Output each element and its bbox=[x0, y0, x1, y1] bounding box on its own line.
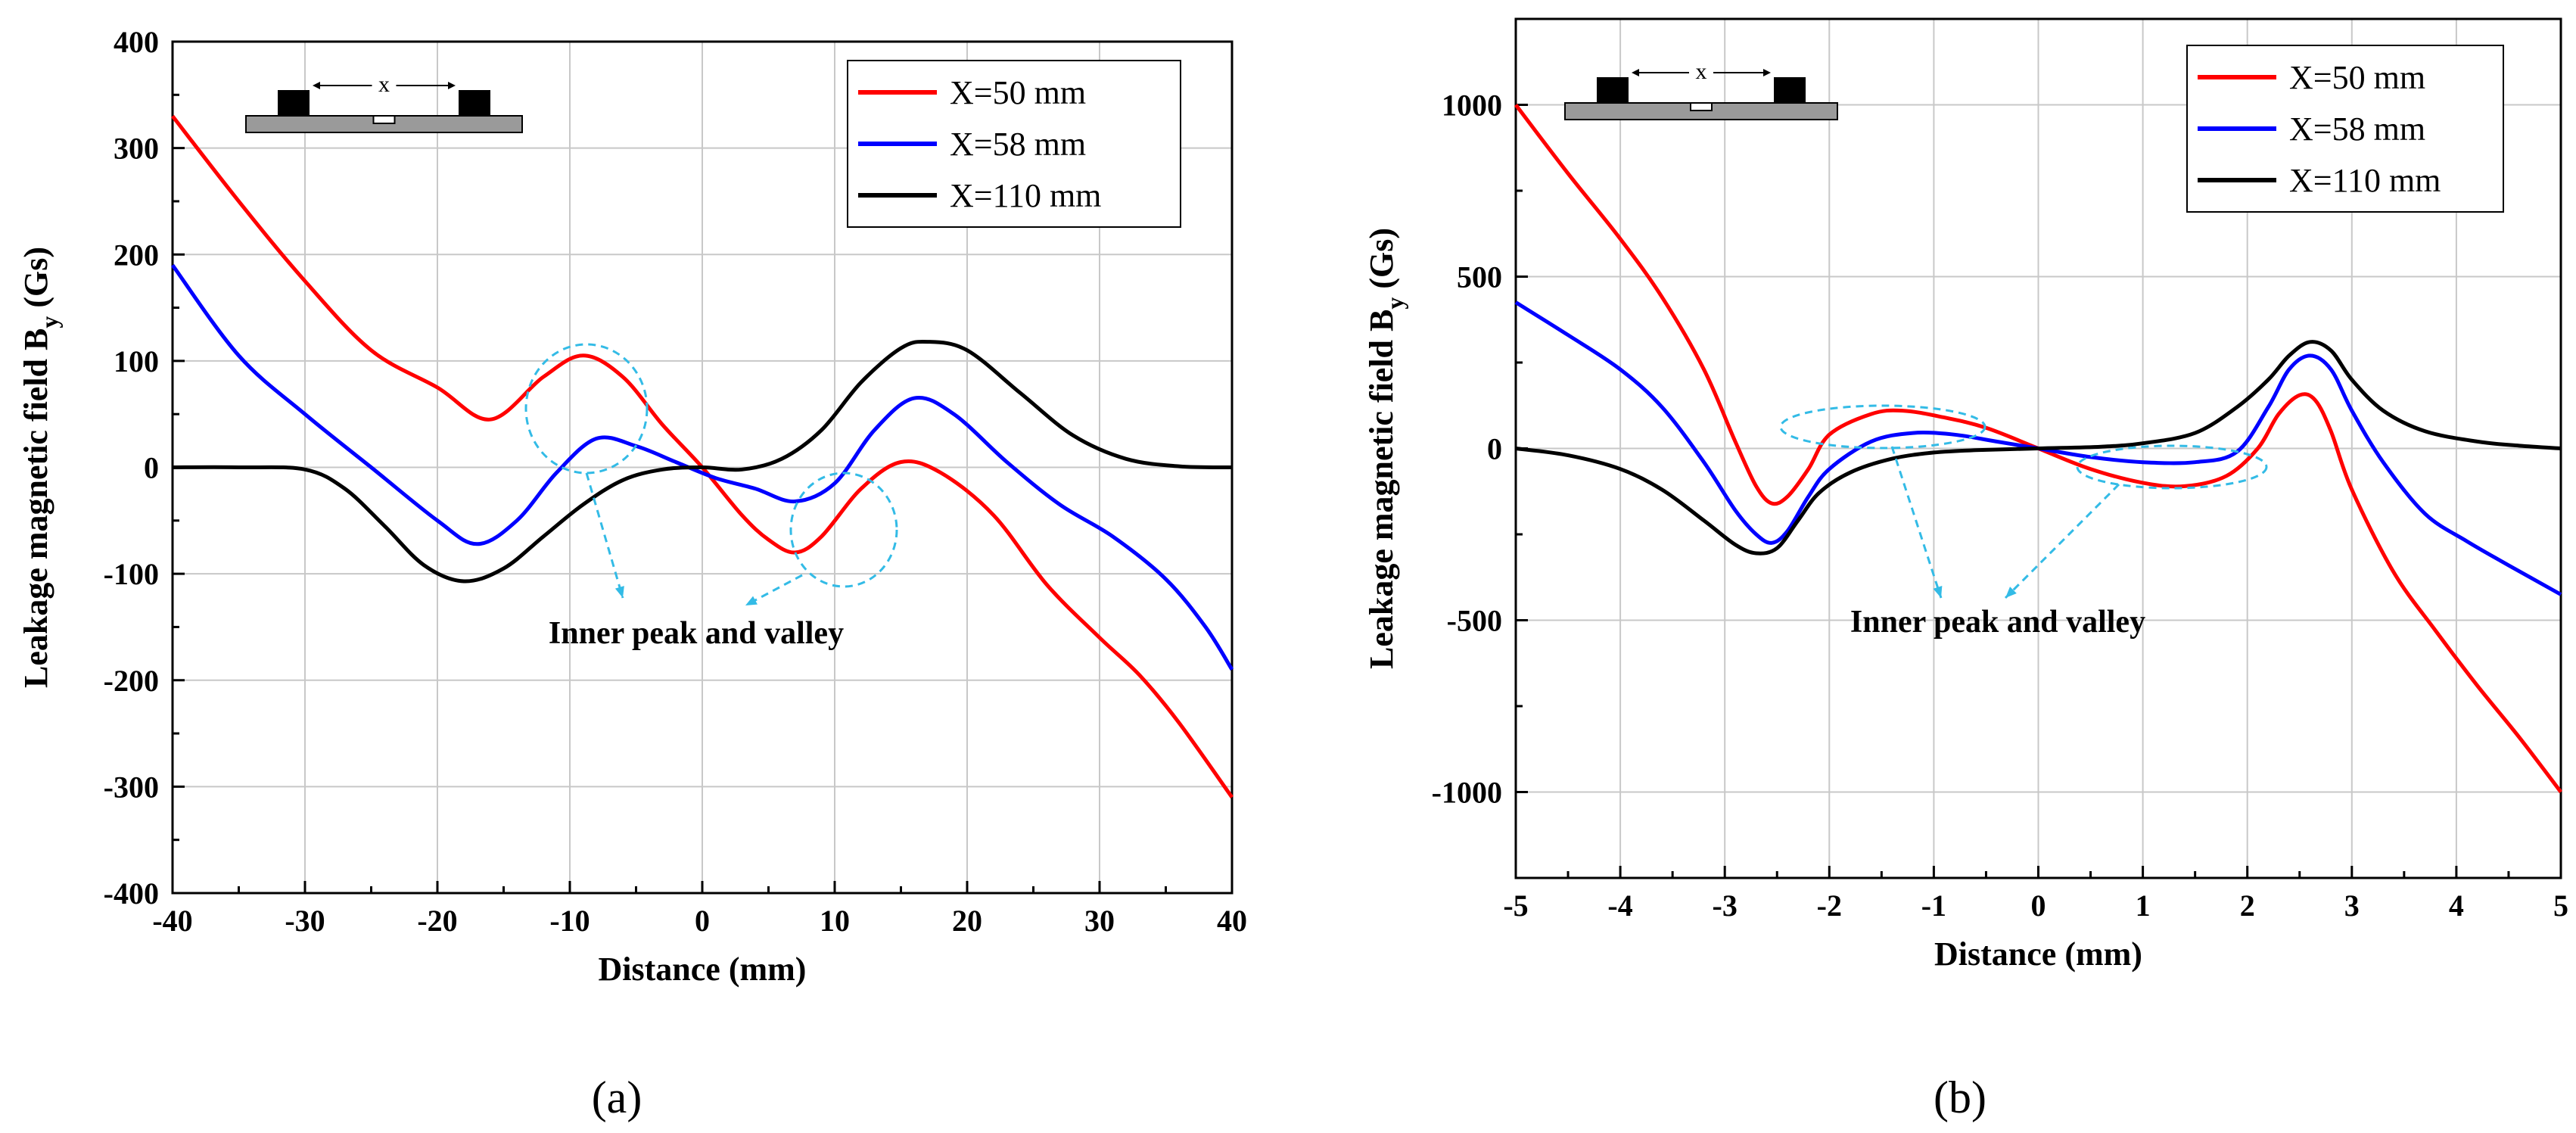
annotation-text: Inner peak and valley bbox=[1850, 605, 2145, 640]
y-tick-label: 400 bbox=[114, 25, 159, 59]
y-tick-label: -400 bbox=[104, 876, 159, 910]
highlight-ellipse-2 bbox=[2076, 444, 2268, 490]
defect-notch bbox=[372, 115, 396, 124]
legend-label-2: X=58 mm bbox=[950, 126, 1086, 163]
x-tick-label: 40 bbox=[1217, 904, 1247, 938]
magnet-right bbox=[1774, 77, 1806, 103]
y-tick-label: 500 bbox=[1457, 260, 1502, 294]
legend-label-1: X=50 mm bbox=[2289, 59, 2425, 96]
inset-schematic: x bbox=[245, 72, 523, 133]
legend: X=50 mm X=58 mm X=110 mm bbox=[847, 60, 1181, 228]
y-axis-title-sub: y bbox=[1381, 297, 1408, 310]
y-tick-label: -100 bbox=[104, 557, 159, 591]
inset-label: x bbox=[1696, 59, 1707, 84]
series-line-2 bbox=[170, 263, 1234, 671]
dim-arrow-right bbox=[1763, 69, 1771, 76]
x-tick-label: 30 bbox=[1084, 904, 1115, 938]
legend-label-2: X=58 mm bbox=[2289, 110, 2425, 148]
inset-schematic: x bbox=[1564, 59, 1838, 120]
legend-label-1: X=50 mm bbox=[950, 74, 1086, 111]
dim-arrow-right bbox=[448, 82, 456, 89]
annotation-arrowhead-1 bbox=[614, 586, 624, 598]
y-axis-title-main: Leakage magnetic field B bbox=[1363, 310, 1400, 669]
x-tick-label: 4 bbox=[2449, 889, 2464, 923]
highlight-ellipse-2 bbox=[789, 472, 898, 588]
y-tick-label: 1000 bbox=[1442, 89, 1502, 123]
annotation-arrow-2 bbox=[2004, 483, 2120, 599]
x-tick-label: 1 bbox=[2136, 889, 2151, 923]
annotation-arrow-1 bbox=[1890, 446, 1943, 599]
y-axis-title: Leakage magnetic field By (Gs) bbox=[1363, 228, 1408, 669]
x-tick-label: -40 bbox=[152, 904, 192, 938]
y-axis-title-main: Leakage magnetic field B bbox=[17, 328, 54, 688]
x-tick-label: -4 bbox=[1607, 889, 1632, 923]
highlight-ellipse-1 bbox=[1779, 404, 1986, 450]
annotation-arrowhead-1 bbox=[1933, 586, 1943, 598]
y-tick-label: 0 bbox=[1487, 432, 1502, 466]
x-tick-label: 0 bbox=[2031, 889, 2046, 923]
x-tick-label: 3 bbox=[2344, 889, 2360, 923]
x-tick-label: -20 bbox=[417, 904, 457, 938]
x-tick-label: -1 bbox=[1921, 889, 1946, 923]
series-line-3 bbox=[172, 339, 1233, 584]
y-axis-title-unit: (Gs) bbox=[1363, 228, 1400, 297]
x-tick-label: -10 bbox=[549, 904, 590, 938]
y-tick-label: -1000 bbox=[1432, 776, 1502, 810]
panel-b: -5 -4 -3 -2 -1 0 1 2 3 4 5 -1000 -500 0 500 1000 Distanc… bbox=[1363, 17, 2568, 1122]
annotation-arrowhead-2 bbox=[2005, 587, 2017, 598]
x-tick-label: -2 bbox=[1817, 889, 1842, 923]
legend-label-3: X=110 mm bbox=[950, 177, 1101, 214]
panel-label: (b) bbox=[1934, 1072, 1986, 1122]
x-tick-label: 5 bbox=[2553, 889, 2568, 923]
x-tick-label: 10 bbox=[820, 904, 850, 938]
y-axis-title: Leakage magnetic field By (Gs) bbox=[17, 247, 63, 688]
x-axis-title: Distance (mm) bbox=[1934, 935, 2142, 973]
legend: X=50 mm X=58 mm X=110 mm bbox=[2186, 45, 2504, 213]
y-tick-label: -200 bbox=[104, 664, 159, 698]
annotation: Inner peak and valley bbox=[524, 343, 898, 651]
series-line-2 bbox=[1514, 300, 2562, 596]
x-tick-label: -30 bbox=[285, 904, 325, 938]
y-tick-label: 200 bbox=[114, 238, 159, 272]
y-tick-label: -300 bbox=[104, 770, 159, 804]
y-axis-title-unit: (Gs) bbox=[17, 247, 54, 316]
legend-label-3: X=110 mm bbox=[2289, 162, 2441, 199]
magnet-left bbox=[1597, 77, 1629, 103]
defect-notch bbox=[1690, 102, 1713, 111]
series-line-1 bbox=[171, 114, 1234, 798]
magnet-right bbox=[459, 90, 490, 116]
x-tick-label: -5 bbox=[1503, 889, 1528, 923]
x-tick-label: -3 bbox=[1713, 889, 1738, 923]
x-tick-label: 0 bbox=[695, 904, 710, 938]
y-axis-title-sub: y bbox=[36, 316, 63, 328]
dim-arrow-left bbox=[1632, 69, 1639, 76]
y-tick-label: 100 bbox=[114, 344, 159, 378]
x-axis-title: Distance (mm) bbox=[599, 951, 807, 988]
annotation-arrow-1 bbox=[585, 472, 624, 599]
panel-label: (a) bbox=[592, 1072, 642, 1122]
annotation-arrowhead-2 bbox=[745, 596, 758, 605]
annotation: Inner peak and valley bbox=[1779, 404, 2268, 640]
dim-arrow-left bbox=[313, 82, 320, 89]
x-tick-label: 20 bbox=[952, 904, 982, 938]
inset-label: x bbox=[378, 72, 390, 97]
x-tick-label: 2 bbox=[2240, 889, 2255, 923]
y-tick-label: 0 bbox=[144, 451, 159, 485]
series-line-3 bbox=[1515, 340, 2562, 556]
magnet-left bbox=[278, 90, 310, 116]
y-tick-label: 300 bbox=[114, 132, 159, 166]
highlight-ellipse-1 bbox=[524, 343, 649, 475]
y-tick-label: -500 bbox=[1447, 604, 1502, 638]
panel-a: -40 -30 -20 -10 0 10 20 30 40-400-300-200-100010… bbox=[17, 25, 1247, 1122]
annotation-text: Inner peak and valley bbox=[549, 616, 844, 651]
